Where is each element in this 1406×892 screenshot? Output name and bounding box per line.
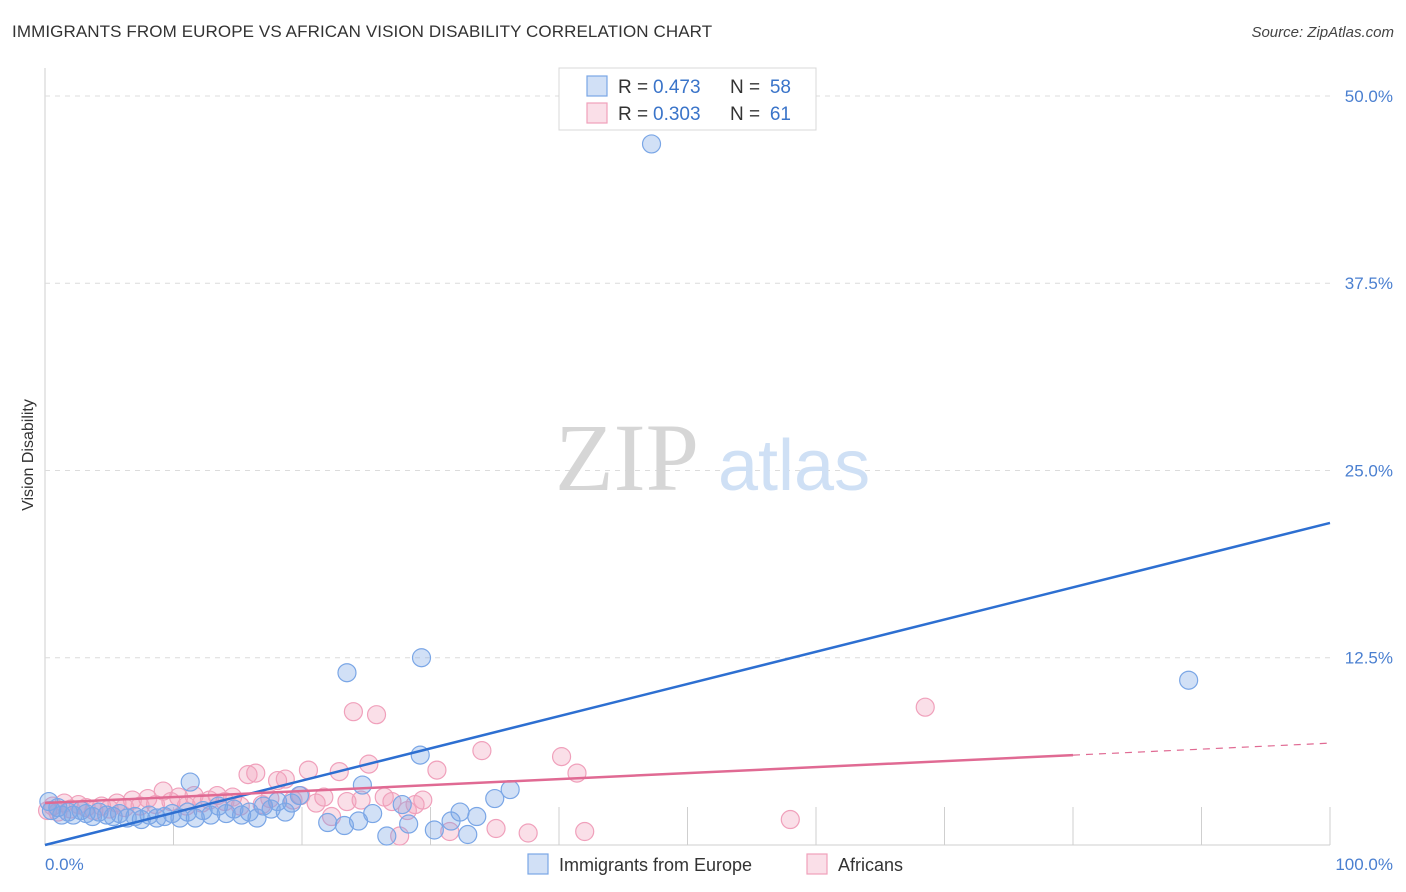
watermark-atlas: atlas — [718, 426, 870, 506]
point-europe — [399, 814, 419, 834]
legend-r-label: R = — [618, 77, 648, 98]
point-europe — [485, 788, 505, 809]
trend-line-africans — [44, 753, 1074, 805]
x-tick-label: 0.0% — [45, 855, 84, 874]
y-tick-label: 25.0% — [1345, 461, 1393, 480]
legend-n-value: 61 — [770, 104, 791, 125]
point-africans — [413, 790, 433, 810]
point-africans — [780, 809, 800, 830]
bottom-legend-label: Africans — [838, 855, 903, 875]
point-europe — [363, 803, 383, 824]
watermark-zip: ZIP — [555, 404, 699, 511]
point-europe — [282, 793, 302, 813]
source-label: Source: ZipAtlas.com — [1251, 24, 1394, 41]
watermark: ZIP atlas — [555, 404, 870, 511]
trend-lines — [44, 521, 1331, 847]
point-europe — [352, 775, 372, 795]
point-africans — [575, 821, 595, 842]
point-africans — [306, 793, 326, 813]
y-axis-label: Vision Disability — [20, 399, 37, 511]
point-africans — [314, 787, 334, 807]
legend-r-value: 0.473 — [653, 77, 701, 98]
point-africans — [518, 823, 538, 843]
point-africans — [366, 705, 387, 725]
point-europe — [318, 812, 338, 833]
point-africans — [343, 702, 363, 722]
point-europe — [450, 802, 470, 822]
legend: R = 0.473 N = 58 R = 0.303 N = 61 — [558, 67, 817, 131]
point-europe — [185, 808, 205, 828]
point-africans — [427, 760, 447, 780]
bottom-legend-swatch — [806, 853, 828, 875]
bottom-legend-label: Immigrants from Europe — [559, 855, 752, 875]
x-axis-ticks: 0.0% 100.0% — [45, 855, 1393, 874]
chart-title: IMMIGRANTS FROM EUROPE VS AFRICAN VISION… — [12, 22, 713, 41]
point-europe — [500, 779, 520, 800]
point-europe — [337, 663, 357, 683]
point-europe — [232, 805, 252, 825]
trend-line-africans-extension — [1072, 742, 1331, 756]
point-africans — [351, 790, 371, 810]
point-europe — [289, 785, 310, 806]
point-europe — [411, 648, 432, 668]
y-axis-ticks: 12.5% 25.0% 37.5% 50.0% — [1345, 87, 1393, 668]
point-europe — [224, 799, 244, 819]
legend-swatch — [586, 102, 608, 124]
trend-line-europe — [44, 521, 1331, 847]
legend-r-value: 0.303 — [653, 104, 701, 125]
point-europe — [424, 820, 444, 840]
point-europe — [239, 802, 259, 822]
y-tick-label: 12.5% — [1345, 649, 1393, 668]
y-tick-label: 37.5% — [1345, 274, 1393, 293]
point-africans — [915, 697, 935, 717]
bottom-legend-swatch — [527, 853, 549, 875]
legend-r-label: R = — [618, 104, 648, 125]
legend-n-label: N = — [730, 77, 760, 98]
point-europe — [458, 824, 478, 845]
point-europe — [641, 134, 662, 154]
point-europe — [1179, 670, 1199, 690]
point-africans — [551, 747, 572, 767]
point-europe — [377, 826, 397, 846]
point-europe — [334, 815, 355, 836]
point-europe — [89, 802, 109, 822]
legend-box — [558, 67, 817, 131]
legend-n-label: N = — [730, 104, 760, 125]
point-africans — [246, 763, 266, 783]
point-europe — [247, 808, 267, 828]
point-europe — [467, 806, 487, 827]
x-tick-label: 100.0% — [1335, 855, 1393, 874]
point-europe — [392, 794, 412, 815]
bottom-legend: Immigrants from Europe Africans — [527, 853, 903, 875]
y-tick-label: 50.0% — [1345, 87, 1393, 106]
point-africans — [337, 791, 357, 812]
data-points — [37, 134, 1199, 846]
point-africans — [238, 764, 258, 785]
point-europe — [261, 799, 281, 819]
point-europe — [180, 772, 200, 792]
point-africans — [486, 818, 506, 839]
point-europe — [253, 796, 274, 816]
point-africans — [472, 741, 492, 761]
legend-swatch — [586, 75, 608, 97]
legend-n-value: 58 — [770, 77, 791, 98]
